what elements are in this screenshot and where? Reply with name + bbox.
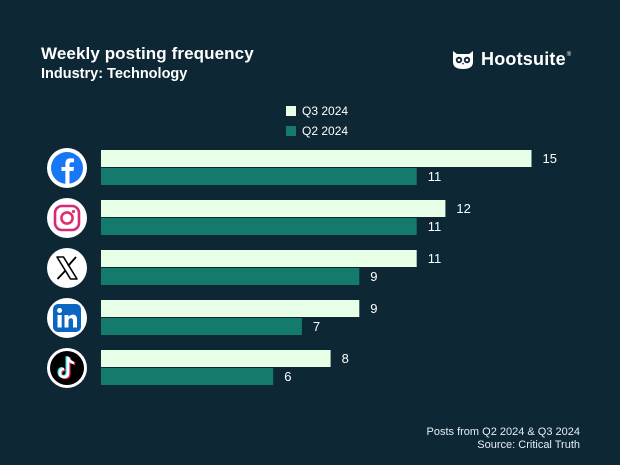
instagram-icon bbox=[47, 198, 87, 238]
chart-subtitle: Industry: Technology bbox=[41, 66, 188, 82]
legend-label-q2: Q2 2024 bbox=[302, 124, 349, 138]
data-label-linkedin-q3: 9 bbox=[370, 301, 377, 316]
brand-name: Hootsuite bbox=[481, 48, 566, 69]
data-label-tiktok-q2: 6 bbox=[284, 369, 291, 384]
data-label-facebook-q3: 15 bbox=[543, 151, 557, 166]
bar-group: 15 11 12 11 11 9 9 7 8 6 bbox=[101, 150, 557, 385]
bar-tiktok-q3 bbox=[101, 350, 331, 367]
legend-swatch-q2 bbox=[286, 126, 296, 136]
owl-icon bbox=[453, 51, 473, 69]
brand-logo: Hootsuite ® bbox=[450, 48, 575, 70]
legend-label-q3: Q3 2024 bbox=[302, 104, 349, 118]
bar-x-q3 bbox=[101, 250, 417, 267]
bar-x-q2 bbox=[101, 268, 360, 285]
bar-facebook-q2 bbox=[101, 168, 417, 185]
chart-footer: Posts from Q2 2024 & Q3 2024 Source: Cri… bbox=[427, 426, 580, 452]
footer-source: Source: Critical Truth bbox=[477, 439, 580, 451]
bar-linkedin-q3 bbox=[101, 300, 360, 317]
bar-linkedin-q2 bbox=[101, 318, 302, 335]
footer-note: Posts from Q2 2024 & Q3 2024 bbox=[426, 426, 580, 438]
brand-registered-mark: ® bbox=[566, 52, 572, 58]
linkedin-icon bbox=[47, 298, 87, 338]
data-label-instagram-q3: 12 bbox=[456, 201, 470, 216]
data-label-x-q2: 9 bbox=[370, 269, 377, 284]
legend-item-q2: Q2 2024 bbox=[286, 121, 348, 141]
bar-facebook-q3 bbox=[101, 150, 532, 167]
x-icon bbox=[47, 248, 87, 288]
bar-tiktok-q2 bbox=[101, 368, 274, 385]
bar-instagram-q2 bbox=[101, 218, 417, 235]
data-label-x-q3: 11 bbox=[428, 251, 442, 266]
data-label-facebook-q2: 11 bbox=[428, 169, 442, 184]
data-label-linkedin-q2: 7 bbox=[313, 319, 320, 334]
tiktok-icon bbox=[47, 348, 87, 388]
facebook-icon bbox=[47, 148, 87, 188]
legend-item-q3: Q3 2024 bbox=[286, 101, 348, 121]
data-label-tiktok-q3: 8 bbox=[342, 351, 349, 366]
legend-swatch-q3 bbox=[286, 106, 296, 116]
data-label-instagram-q2: 11 bbox=[428, 219, 442, 234]
chart-title: Weekly posting frequency bbox=[41, 44, 254, 63]
bar-instagram-q3 bbox=[101, 200, 446, 217]
chart-legend: Q3 2024 Q2 2024 bbox=[286, 101, 348, 141]
